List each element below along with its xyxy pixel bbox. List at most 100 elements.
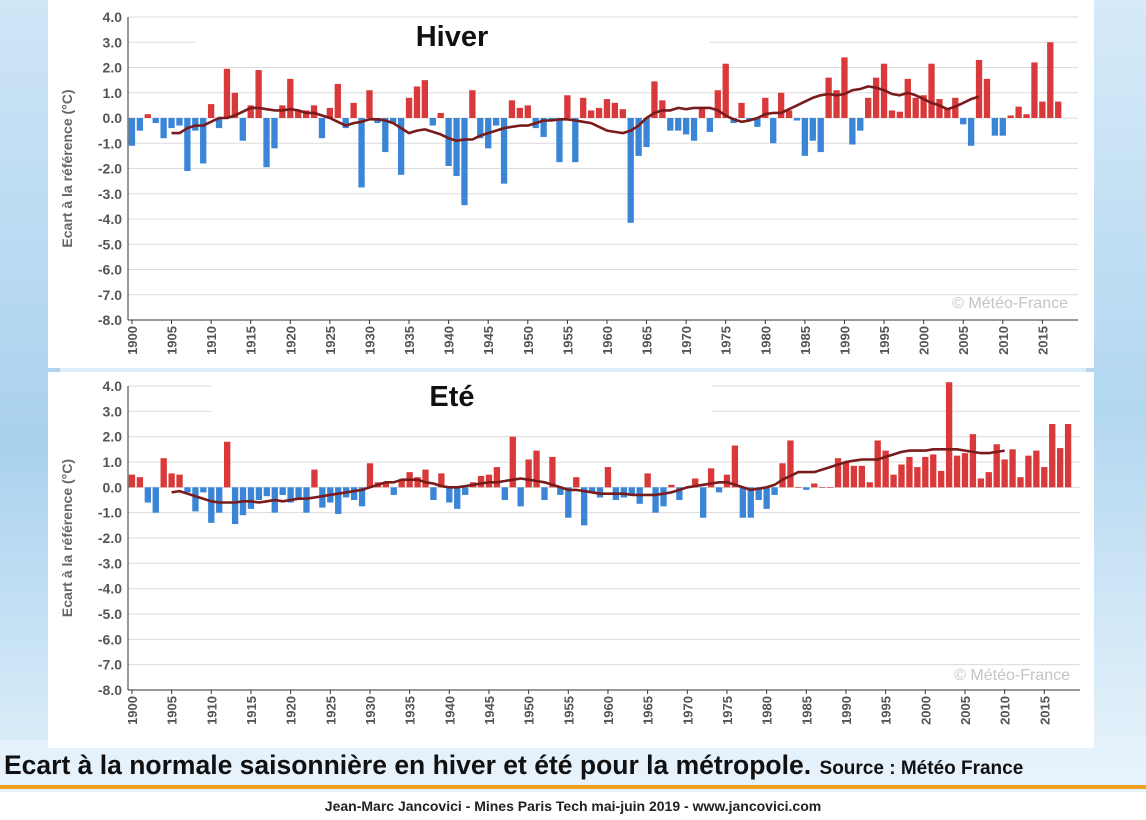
- trend-line: [171, 448, 1005, 504]
- bar-2009: [993, 444, 1000, 488]
- bar-1942: [461, 118, 468, 206]
- y-tick-label: -6.0: [98, 631, 122, 647]
- watermark: © Météo-France: [952, 295, 1068, 312]
- y-tick-label: 0.0: [103, 110, 123, 126]
- bar-1949: [517, 487, 524, 507]
- bar-1998: [906, 456, 913, 488]
- bar-1978: [747, 487, 754, 518]
- bar-1900: [128, 118, 136, 146]
- slide-background-right: [1086, 0, 1146, 740]
- bar-1986: [809, 118, 816, 141]
- x-tick-label: 2010: [996, 326, 1011, 355]
- bar-1950: [525, 459, 532, 488]
- y-tick-label: 2.0: [103, 429, 123, 445]
- bar-1926: [334, 83, 341, 118]
- bar-1923: [311, 469, 318, 488]
- x-tick-label: 1935: [402, 326, 417, 355]
- bar-1910: [207, 104, 215, 118]
- x-tick-label: 2000: [918, 696, 933, 725]
- x-tick-label: 1930: [363, 696, 378, 725]
- x-tick-label: 1980: [760, 696, 775, 725]
- bar-1949: [516, 107, 524, 118]
- bar-1975: [722, 63, 729, 118]
- bar-1966: [651, 81, 658, 118]
- bar-1943: [469, 90, 476, 118]
- x-tick-label: 2015: [1035, 326, 1050, 355]
- bar-1918: [271, 118, 278, 149]
- bar-1925: [326, 107, 334, 118]
- bar-1950: [524, 105, 531, 118]
- x-tick-label: 1940: [442, 696, 457, 725]
- bar-1968: [667, 118, 674, 131]
- x-tick-label: 2010: [998, 696, 1013, 725]
- bar-2014: [1031, 62, 1038, 118]
- x-tick-label: 1945: [482, 696, 497, 725]
- bar-1965: [643, 118, 650, 148]
- bar-1946: [493, 467, 501, 488]
- bar-1939: [438, 473, 445, 488]
- y-tick-label: 1.0: [103, 454, 123, 470]
- bar-1956: [572, 118, 579, 163]
- bar-1905: [168, 118, 175, 129]
- bar-1954: [556, 118, 563, 163]
- bar-1952: [540, 118, 547, 137]
- bar-1971: [692, 478, 699, 488]
- bar-2017: [1057, 448, 1064, 488]
- bar-1981: [771, 487, 778, 495]
- bar-2001: [930, 454, 937, 488]
- bar-2010: [999, 118, 1006, 136]
- bar-1930: [366, 90, 373, 118]
- x-tick-label: 1990: [839, 696, 854, 725]
- x-tick-label: 1970: [679, 326, 694, 355]
- bar-1984: [795, 487, 802, 488]
- bar-1915: [247, 487, 255, 509]
- bar-1930: [366, 463, 374, 488]
- x-tick-label: 2000: [917, 326, 932, 355]
- bar-1940: [446, 487, 453, 503]
- bar-1934: [398, 479, 405, 488]
- bar-1935: [405, 97, 413, 118]
- bar-1974: [714, 90, 721, 118]
- bar-1961: [611, 102, 619, 118]
- bar-1999: [912, 97, 919, 118]
- x-tick-label: 1970: [680, 696, 695, 725]
- bar-1991: [850, 465, 858, 488]
- y-tick-label: 1.0: [103, 85, 123, 101]
- bar-1980: [763, 487, 770, 509]
- x-tick-label: 1975: [719, 326, 734, 355]
- bar-2011: [1007, 115, 1014, 118]
- x-tick-label: 1935: [403, 696, 418, 725]
- bar-1936: [414, 477, 421, 488]
- x-tick-label: 1940: [442, 326, 457, 355]
- bar-1922: [303, 487, 310, 513]
- bar-1990: [841, 57, 848, 118]
- bar-2017: [1055, 101, 1062, 118]
- bar-2001: [928, 63, 935, 118]
- bar-2004: [953, 455, 961, 488]
- x-tick-label: 1950: [522, 696, 537, 725]
- title-background: [212, 380, 712, 420]
- bar-1989: [834, 458, 842, 488]
- bar-1920: [287, 487, 294, 503]
- y-tick-label: -4.0: [98, 211, 122, 227]
- y-tick-label: 3.0: [103, 34, 123, 50]
- bar-1915: [247, 105, 254, 118]
- bar-1958: [587, 110, 595, 118]
- orange-divider: [0, 785, 1146, 789]
- chart-ete: 4.0 3.0 2.0 1.0 0.0 -1.0 -2.0 -3.0 -4.0 -5.0 -6.0 -…: [48, 372, 1094, 748]
- bar-2008: [983, 78, 991, 118]
- bar-1997: [896, 111, 904, 118]
- y-tick-label: -3.0: [98, 555, 122, 571]
- x-tick-label: 1985: [799, 696, 814, 725]
- y-tick-label: -6.0: [98, 262, 122, 278]
- bar-1954: [557, 487, 564, 495]
- chart-svg: 4.0 3.0 2.0 1.0 0.0 -1.0 -2.0 -3.0 -4.0 -5.0 -6.0 -…: [59, 9, 1078, 355]
- x-tick-label: 1965: [640, 326, 655, 355]
- bar-1907: [184, 118, 191, 172]
- x-tick-label: 1995: [879, 696, 894, 725]
- footer-credit: Jean-Marc Jancovici - Mines Paris Tech m…: [0, 792, 1146, 820]
- bar-1911: [216, 487, 223, 513]
- bar-1906: [176, 118, 183, 126]
- bar-1966: [652, 487, 659, 513]
- bar-1911: [215, 118, 223, 129]
